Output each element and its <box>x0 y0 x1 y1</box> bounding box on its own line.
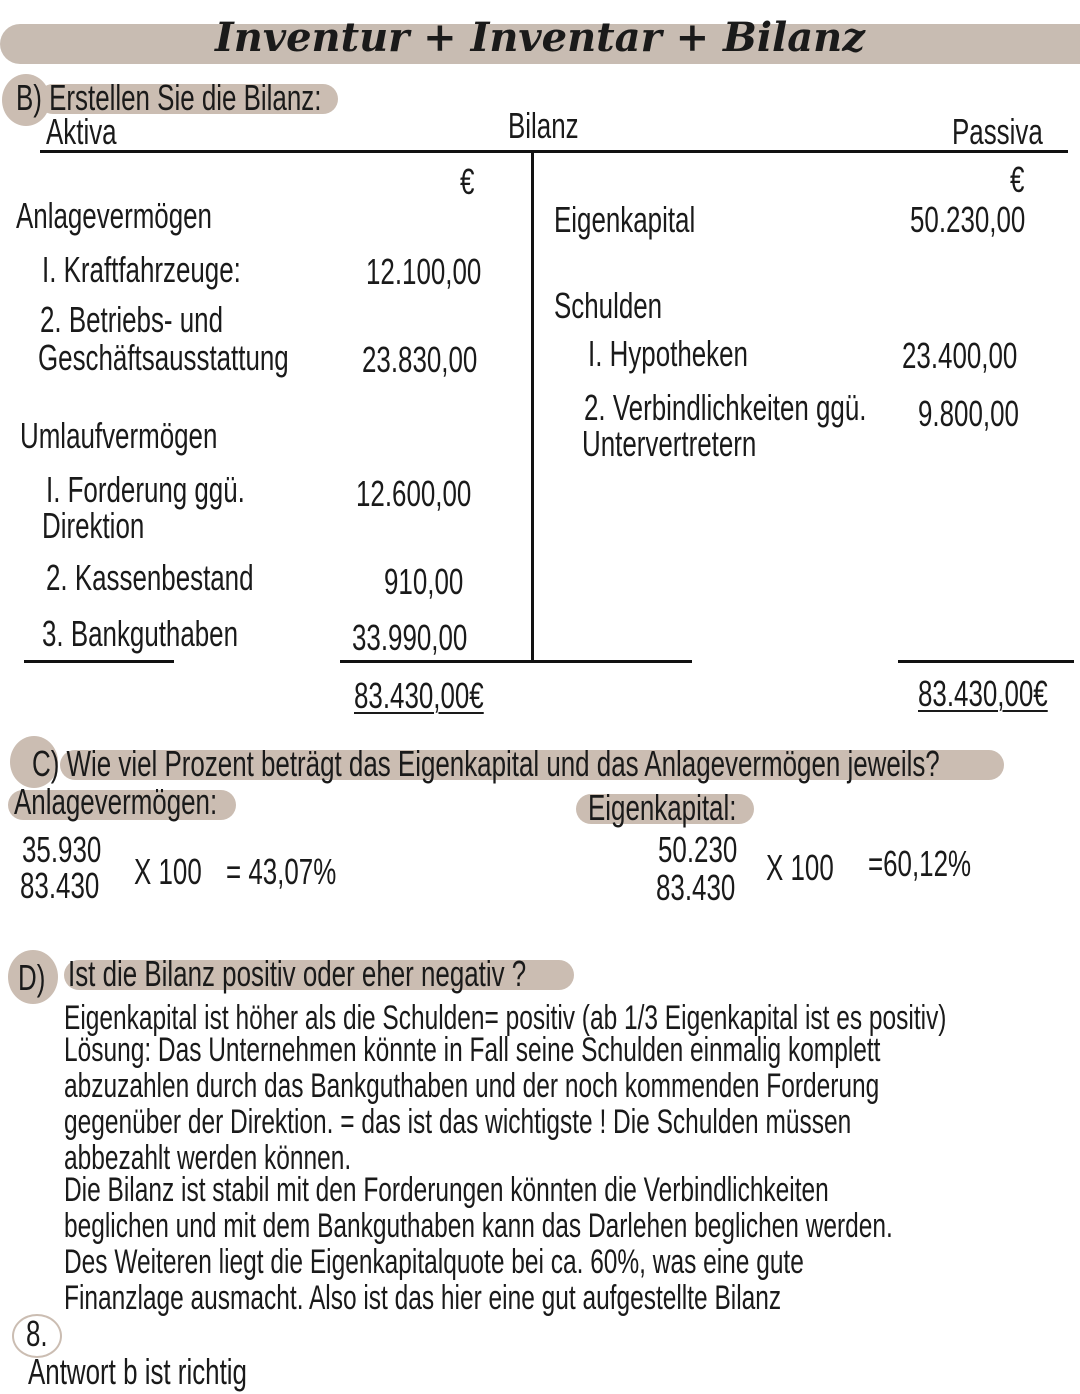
closing-line <box>340 660 692 663</box>
section-marker <box>8 950 58 1004</box>
eigen-numerator: 50.230 <box>658 829 738 870</box>
anlage-times: X 100 <box>134 851 202 892</box>
t-account-top-line <box>40 150 1068 153</box>
t-account-divider <box>531 150 534 662</box>
passiva-item-value: 23.400,00 <box>902 335 1018 376</box>
aktiva-item-label: 2. Kassenbestand <box>46 557 254 598</box>
aktiva-item-value: 12.600,00 <box>356 473 472 514</box>
bilanz-label: Bilanz <box>508 105 579 146</box>
currency-passiva: € <box>1010 159 1025 200</box>
passiva-label: Passiva <box>952 111 1043 152</box>
highlight <box>64 960 574 990</box>
closing-line <box>898 660 1074 663</box>
aktiva-item-value: 12.100,00 <box>366 251 482 292</box>
umlaufvermoegen-heading: Umlaufvermögen <box>20 415 218 456</box>
anlage-label: Anlagevermögen: <box>14 781 218 822</box>
eigen-label: Eigenkapital: <box>588 787 737 828</box>
closing-line <box>24 660 174 663</box>
passiva-total: 83.430,00€ <box>918 673 1048 714</box>
aktiva-item-value: 910,00 <box>384 561 464 602</box>
currency-aktiva: € <box>460 161 475 202</box>
anlage-denominator: 83.430 <box>20 865 100 906</box>
section-b-heading: B) Erstellen Sie die Bilanz: <box>16 77 322 118</box>
passiva-item-label: I. Hypotheken <box>588 333 748 374</box>
section-marker <box>10 736 58 788</box>
anlage-result: = 43,07% <box>226 851 337 892</box>
eigen-denominator: 83.430 <box>656 867 736 908</box>
aktiva-total: 83.430,00€ <box>354 675 484 716</box>
aktiva-item-label: I. Forderung ggü. <box>46 469 245 510</box>
eigenkapital-label: Eigenkapital <box>554 199 696 240</box>
aktiva-item-label-2: Geschäftsausstattung <box>38 337 289 378</box>
highlight <box>60 750 1004 780</box>
section-d-heading: Ist die Bilanz positiv oder eher negativ… <box>68 953 527 994</box>
aktiva-item-value: 33.990,00 <box>352 617 468 658</box>
highlight <box>38 84 338 114</box>
section-d-letter: D) <box>18 957 46 998</box>
question-number: 8. <box>26 1313 48 1354</box>
aktiva-item-label: 3. Bankguthaben <box>42 613 239 654</box>
schulden-heading: Schulden <box>554 285 663 326</box>
highlight <box>576 794 754 824</box>
passiva-item-label-2: Untervertretern <box>582 423 757 464</box>
answer-text: Eigenkapital ist höher als die Schulden=… <box>64 999 947 1317</box>
eigen-result: =60,12% <box>868 843 972 884</box>
question-number-circle <box>12 1314 62 1358</box>
eigenkapital-value: 50.230,00 <box>910 199 1026 240</box>
aktiva-item-label-2: Direktion <box>42 505 145 546</box>
title-banner <box>0 24 1080 64</box>
passiva-item-label: 2. Verbindlichkeiten ggü. <box>584 387 867 428</box>
aktiva-item-label: 2. Betriebs- und <box>40 299 223 340</box>
highlight <box>8 790 236 820</box>
anlagevermoegen-heading: Anlagevermögen <box>16 195 212 236</box>
aktiva-item-label: I. Kraftfahrzeuge: <box>42 249 241 290</box>
page-title: Inventur + Inventar + Bilanz <box>215 14 865 61</box>
section-c-heading: C) Wie viel Prozent beträgt das Eigenkap… <box>32 743 940 784</box>
aktiva-label: Aktiva <box>46 111 117 152</box>
anlage-numerator: 35.930 <box>22 829 102 870</box>
eigen-times: X 100 <box>766 847 834 888</box>
question-8-answer: Antwort b ist richtig <box>28 1351 247 1392</box>
aktiva-item-value: 23.830,00 <box>362 339 478 380</box>
passiva-item-value: 9.800,00 <box>918 393 1019 434</box>
